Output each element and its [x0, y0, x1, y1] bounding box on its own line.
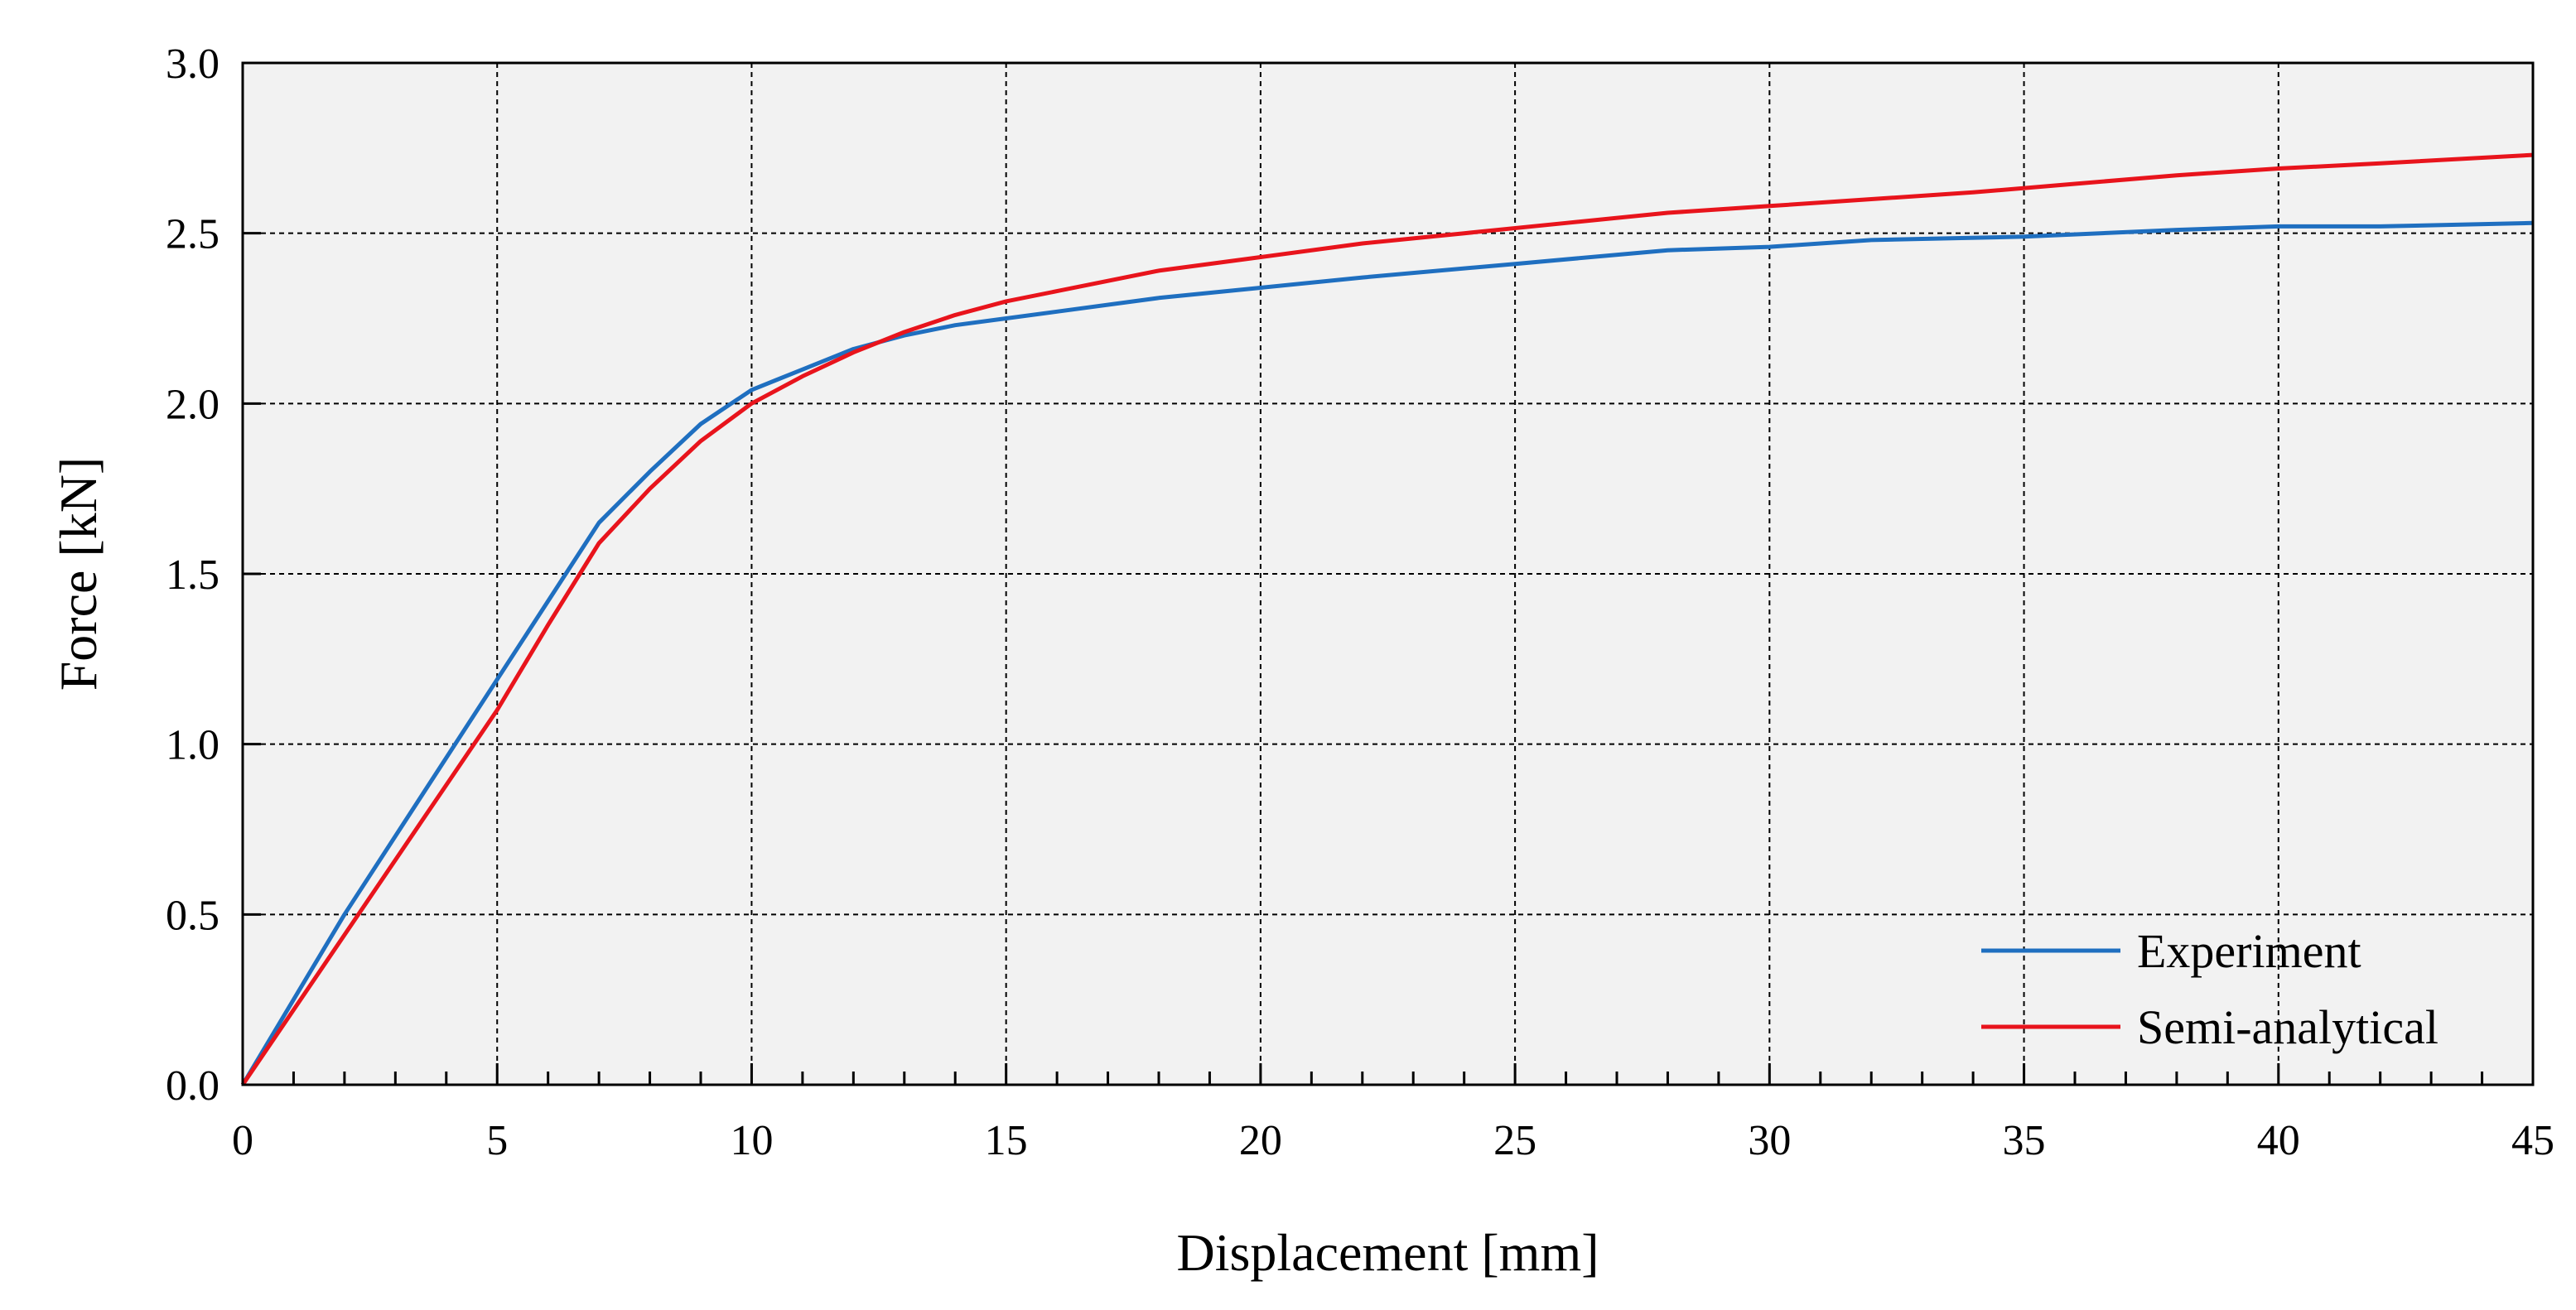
legend-label: Experiment [2137, 924, 2361, 978]
series-lines [240, 152, 2534, 1086]
x-tick-label: 25 [1493, 1117, 1536, 1164]
legend-label: Semi-analytical [2137, 1000, 2439, 1054]
y-tick-label: 2.5 [166, 211, 219, 258]
axis-ticks [241, 61, 2535, 1086]
x-tick-labels: 0 5 10 15 20 25 30 35 40 45 [232, 1117, 2554, 1164]
series-line-experiment [240, 220, 2534, 1086]
series-line-semi-analytical [240, 152, 2534, 1086]
y-tick-label: 3.0 [166, 41, 219, 88]
y-tick-labels: 0.0 0.5 1.0 1.5 2.0 2.5 3.0 [166, 41, 219, 1110]
y-tick-label: 0.0 [166, 1062, 219, 1110]
grid-lines [243, 63, 2533, 1085]
x-tick-label: 15 [985, 1117, 1028, 1164]
y-axis-title: Force [kN] [49, 457, 108, 691]
x-tick-label: 5 [486, 1117, 508, 1164]
y-tick-label: 1.0 [166, 722, 219, 769]
x-tick-label: 0 [232, 1117, 253, 1164]
x-tick-label: 40 [2257, 1117, 2300, 1164]
x-axis-title: Displacement [mm] [1176, 1223, 1599, 1282]
x-tick-label: 20 [1239, 1117, 1282, 1164]
x-tick-label: 30 [1748, 1117, 1791, 1164]
x-tick-label: 45 [2511, 1117, 2554, 1164]
x-tick-label: 10 [730, 1117, 773, 1164]
x-tick-label: 35 [2003, 1117, 2046, 1164]
legend: Experiment Semi-analytical [1981, 924, 2439, 1054]
y-tick-label: 2.0 [166, 381, 219, 428]
y-tick-label: 0.5 [166, 892, 219, 939]
y-tick-label: 1.5 [166, 551, 219, 599]
